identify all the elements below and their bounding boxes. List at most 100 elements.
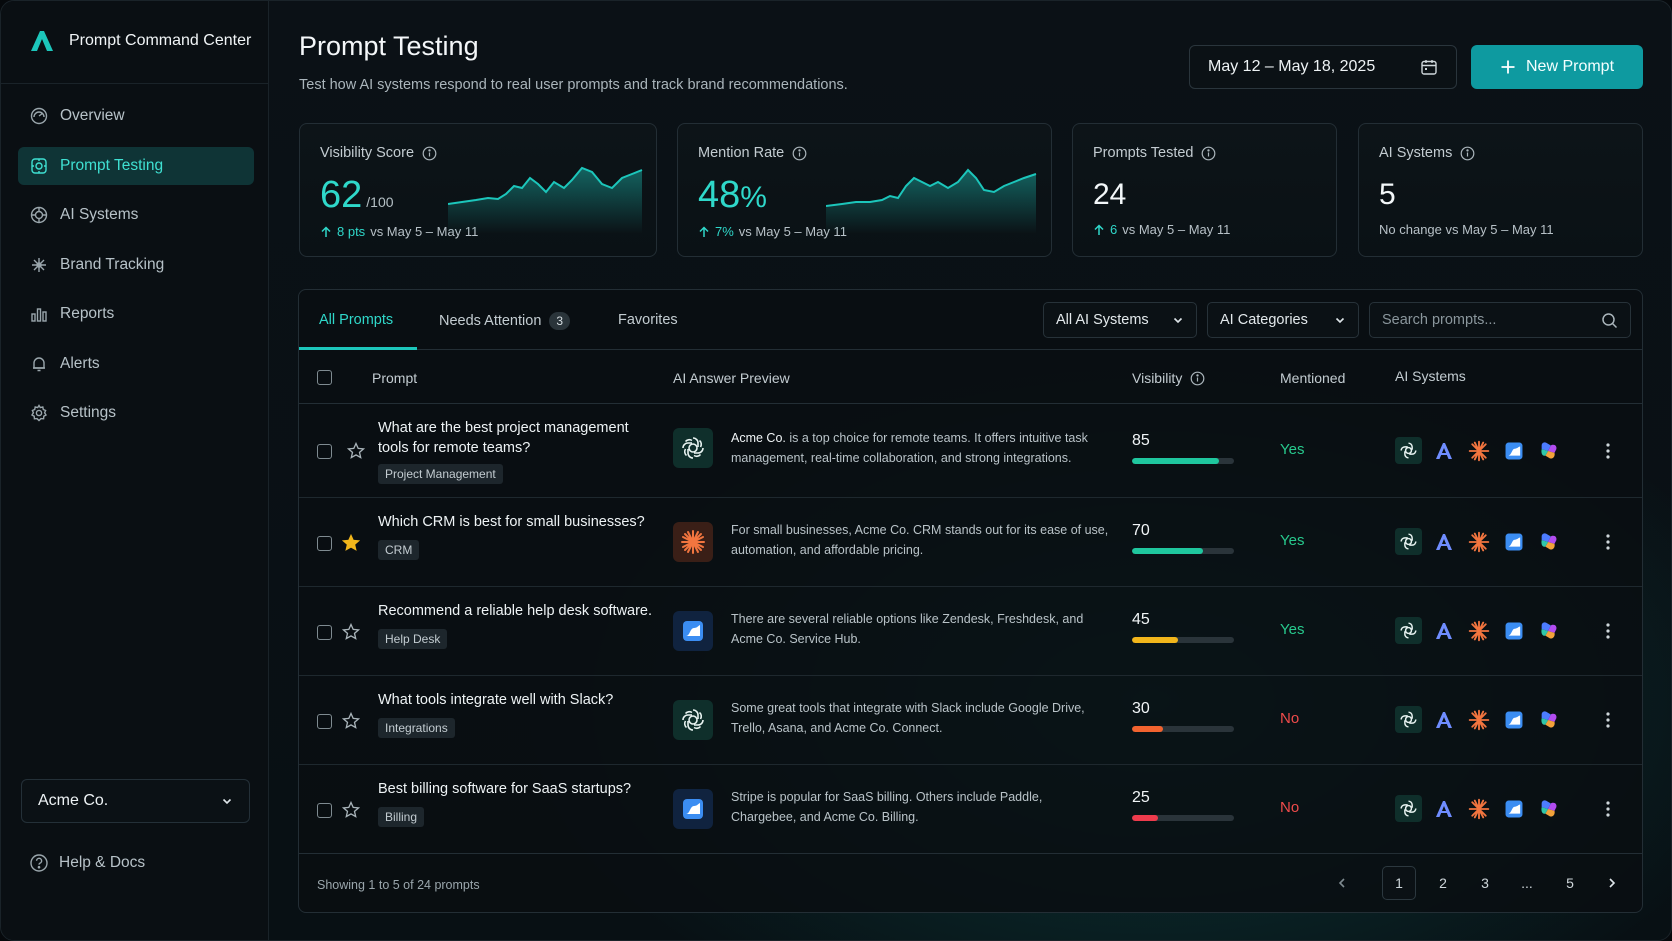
more-options-icon[interactable] (1605, 533, 1611, 551)
openai-icon[interactable] (1395, 795, 1422, 822)
more-options-icon[interactable] (1605, 711, 1611, 729)
date-range-picker[interactable]: May 12 – May 18, 2025 (1189, 45, 1457, 89)
sparkle-icon[interactable] (1465, 795, 1492, 822)
copilot-icon[interactable] (1535, 437, 1562, 464)
copilot-icon[interactable] (1535, 617, 1562, 644)
visibility-bar (1132, 548, 1234, 554)
sparkle-icon[interactable] (1465, 706, 1492, 733)
category-tag: Integrations (378, 718, 455, 738)
openai-icon[interactable] (1395, 437, 1422, 464)
sidebar-item-label: Settings (60, 404, 117, 421)
chevron-left-icon (1338, 878, 1345, 888)
star-outline-icon[interactable] (347, 442, 365, 460)
new-prompt-button[interactable]: New Prompt (1471, 45, 1643, 89)
wave-icon (673, 789, 713, 829)
wave-icon[interactable] (1500, 617, 1527, 644)
table-row[interactable]: Recommend a reliable help desk software.… (299, 587, 1642, 676)
visibility-score: 30 (1132, 700, 1150, 717)
info-icon[interactable] (1460, 146, 1475, 161)
openai-icon[interactable] (1395, 528, 1422, 555)
copilot-icon[interactable] (1535, 706, 1562, 733)
column-visibility[interactable]: Visibility (1132, 370, 1205, 386)
wave-icon[interactable] (1500, 706, 1527, 733)
answer-preview: Some great tools that integrate with Sla… (731, 701, 1085, 735)
search-input[interactable] (1382, 312, 1592, 328)
column-prompt[interactable]: Prompt (372, 370, 418, 386)
star-outline-icon[interactable] (342, 801, 360, 819)
tab-all-prompts[interactable]: All Prompts (319, 312, 394, 328)
row-checkbox[interactable] (317, 625, 332, 640)
category-tag: Project Management (378, 464, 503, 484)
arrow-up-icon (321, 225, 331, 237)
info-icon[interactable] (792, 146, 807, 161)
wave-icon[interactable] (1500, 795, 1527, 822)
letter-a-icon[interactable] (1430, 706, 1457, 733)
table-row[interactable]: What are the best project management too… (299, 404, 1642, 498)
star-outline-icon[interactable] (342, 712, 360, 730)
brand-logo-icon (31, 31, 53, 51)
row-checkbox[interactable] (317, 536, 332, 551)
sparkle-icon[interactable] (1465, 528, 1492, 555)
org-select[interactable]: Acme Co. (21, 779, 250, 823)
row-checkbox[interactable] (317, 444, 332, 459)
openai-icon[interactable] (1395, 617, 1422, 644)
mention-rate-sparkline (826, 168, 1037, 234)
ai-systems-filter[interactable]: All AI Systems (1043, 302, 1197, 338)
sidebar-item-brand-tracking[interactable]: Brand Tracking (18, 246, 254, 284)
info-icon (1190, 371, 1205, 385)
sidebar-item-reports[interactable]: Reports (18, 295, 254, 333)
attention-count-badge: 3 (549, 312, 571, 330)
sidebar-item-overview[interactable]: Overview (18, 97, 254, 135)
ai-categories-filter[interactable]: AI Categories (1207, 302, 1359, 338)
tab-needs-attention[interactable]: Needs Attention 3 (439, 312, 571, 330)
letter-a-icon[interactable] (1430, 437, 1457, 464)
copilot-icon[interactable] (1535, 795, 1562, 822)
star-outline-icon[interactable] (342, 623, 360, 641)
more-options-icon[interactable] (1605, 622, 1611, 640)
brand-name: Prompt Command Center (69, 32, 252, 49)
page-1-button[interactable]: 1 (1382, 866, 1416, 900)
letter-a-icon[interactable] (1430, 528, 1457, 555)
column-mentioned[interactable]: Mentioned (1280, 370, 1346, 386)
mentioned-status: No (1280, 799, 1300, 816)
letter-a-icon[interactable] (1430, 617, 1457, 644)
brand[interactable]: Prompt Command Center (29, 29, 251, 53)
ai-systems-icon (30, 206, 48, 224)
sidebar-item-settings[interactable]: Settings (18, 394, 254, 432)
table-row[interactable]: Which CRM is best for small businesses? … (299, 498, 1642, 587)
select-all-checkbox[interactable] (317, 370, 332, 385)
wave-icon[interactable] (1500, 528, 1527, 555)
info-icon[interactable] (1201, 146, 1216, 161)
visibility-score: 45 (1132, 611, 1150, 628)
page-5-button[interactable]: 5 (1566, 875, 1574, 891)
help-docs-link[interactable]: Help & Docs (29, 853, 145, 873)
table-row[interactable]: What tools integrate well with Slack? In… (299, 676, 1642, 765)
openai-icon[interactable] (1395, 706, 1422, 733)
row-checkbox[interactable] (317, 714, 332, 729)
page-2-button[interactable]: 2 (1439, 875, 1447, 891)
sparkle-icon[interactable] (1465, 437, 1492, 464)
row-checkbox[interactable] (317, 803, 332, 818)
wave-icon[interactable] (1500, 437, 1527, 464)
sidebar-item-prompt-testing[interactable]: Prompt Testing (18, 146, 254, 185)
letter-a-icon[interactable] (1430, 795, 1457, 822)
new-prompt-label: New Prompt (1525, 58, 1615, 75)
sidebar-item-ai-systems[interactable]: AI Systems (18, 196, 254, 234)
table-row[interactable]: Best billing software for SaaS startups?… (299, 765, 1642, 854)
more-options-icon[interactable] (1605, 800, 1611, 818)
info-icon[interactable] (422, 146, 437, 161)
sparkle-icon[interactable] (1465, 617, 1492, 644)
active-tab-indicator (299, 347, 417, 350)
search-icon[interactable] (1601, 312, 1618, 329)
visibility-bar-fill (1132, 637, 1178, 643)
page-3-button[interactable]: 3 (1481, 875, 1489, 891)
copilot-icon[interactable] (1535, 528, 1562, 555)
more-options-icon[interactable] (1605, 442, 1611, 460)
tab-favorites[interactable]: Favorites (618, 312, 678, 328)
ai-systems-list (1395, 528, 1562, 555)
sidebar-item-alerts[interactable]: Alerts (18, 345, 254, 383)
prev-page-button[interactable] (1327, 866, 1357, 900)
next-page-button[interactable] (1597, 866, 1627, 900)
bell-icon (33, 356, 45, 371)
star-filled-icon[interactable] (342, 534, 360, 552)
